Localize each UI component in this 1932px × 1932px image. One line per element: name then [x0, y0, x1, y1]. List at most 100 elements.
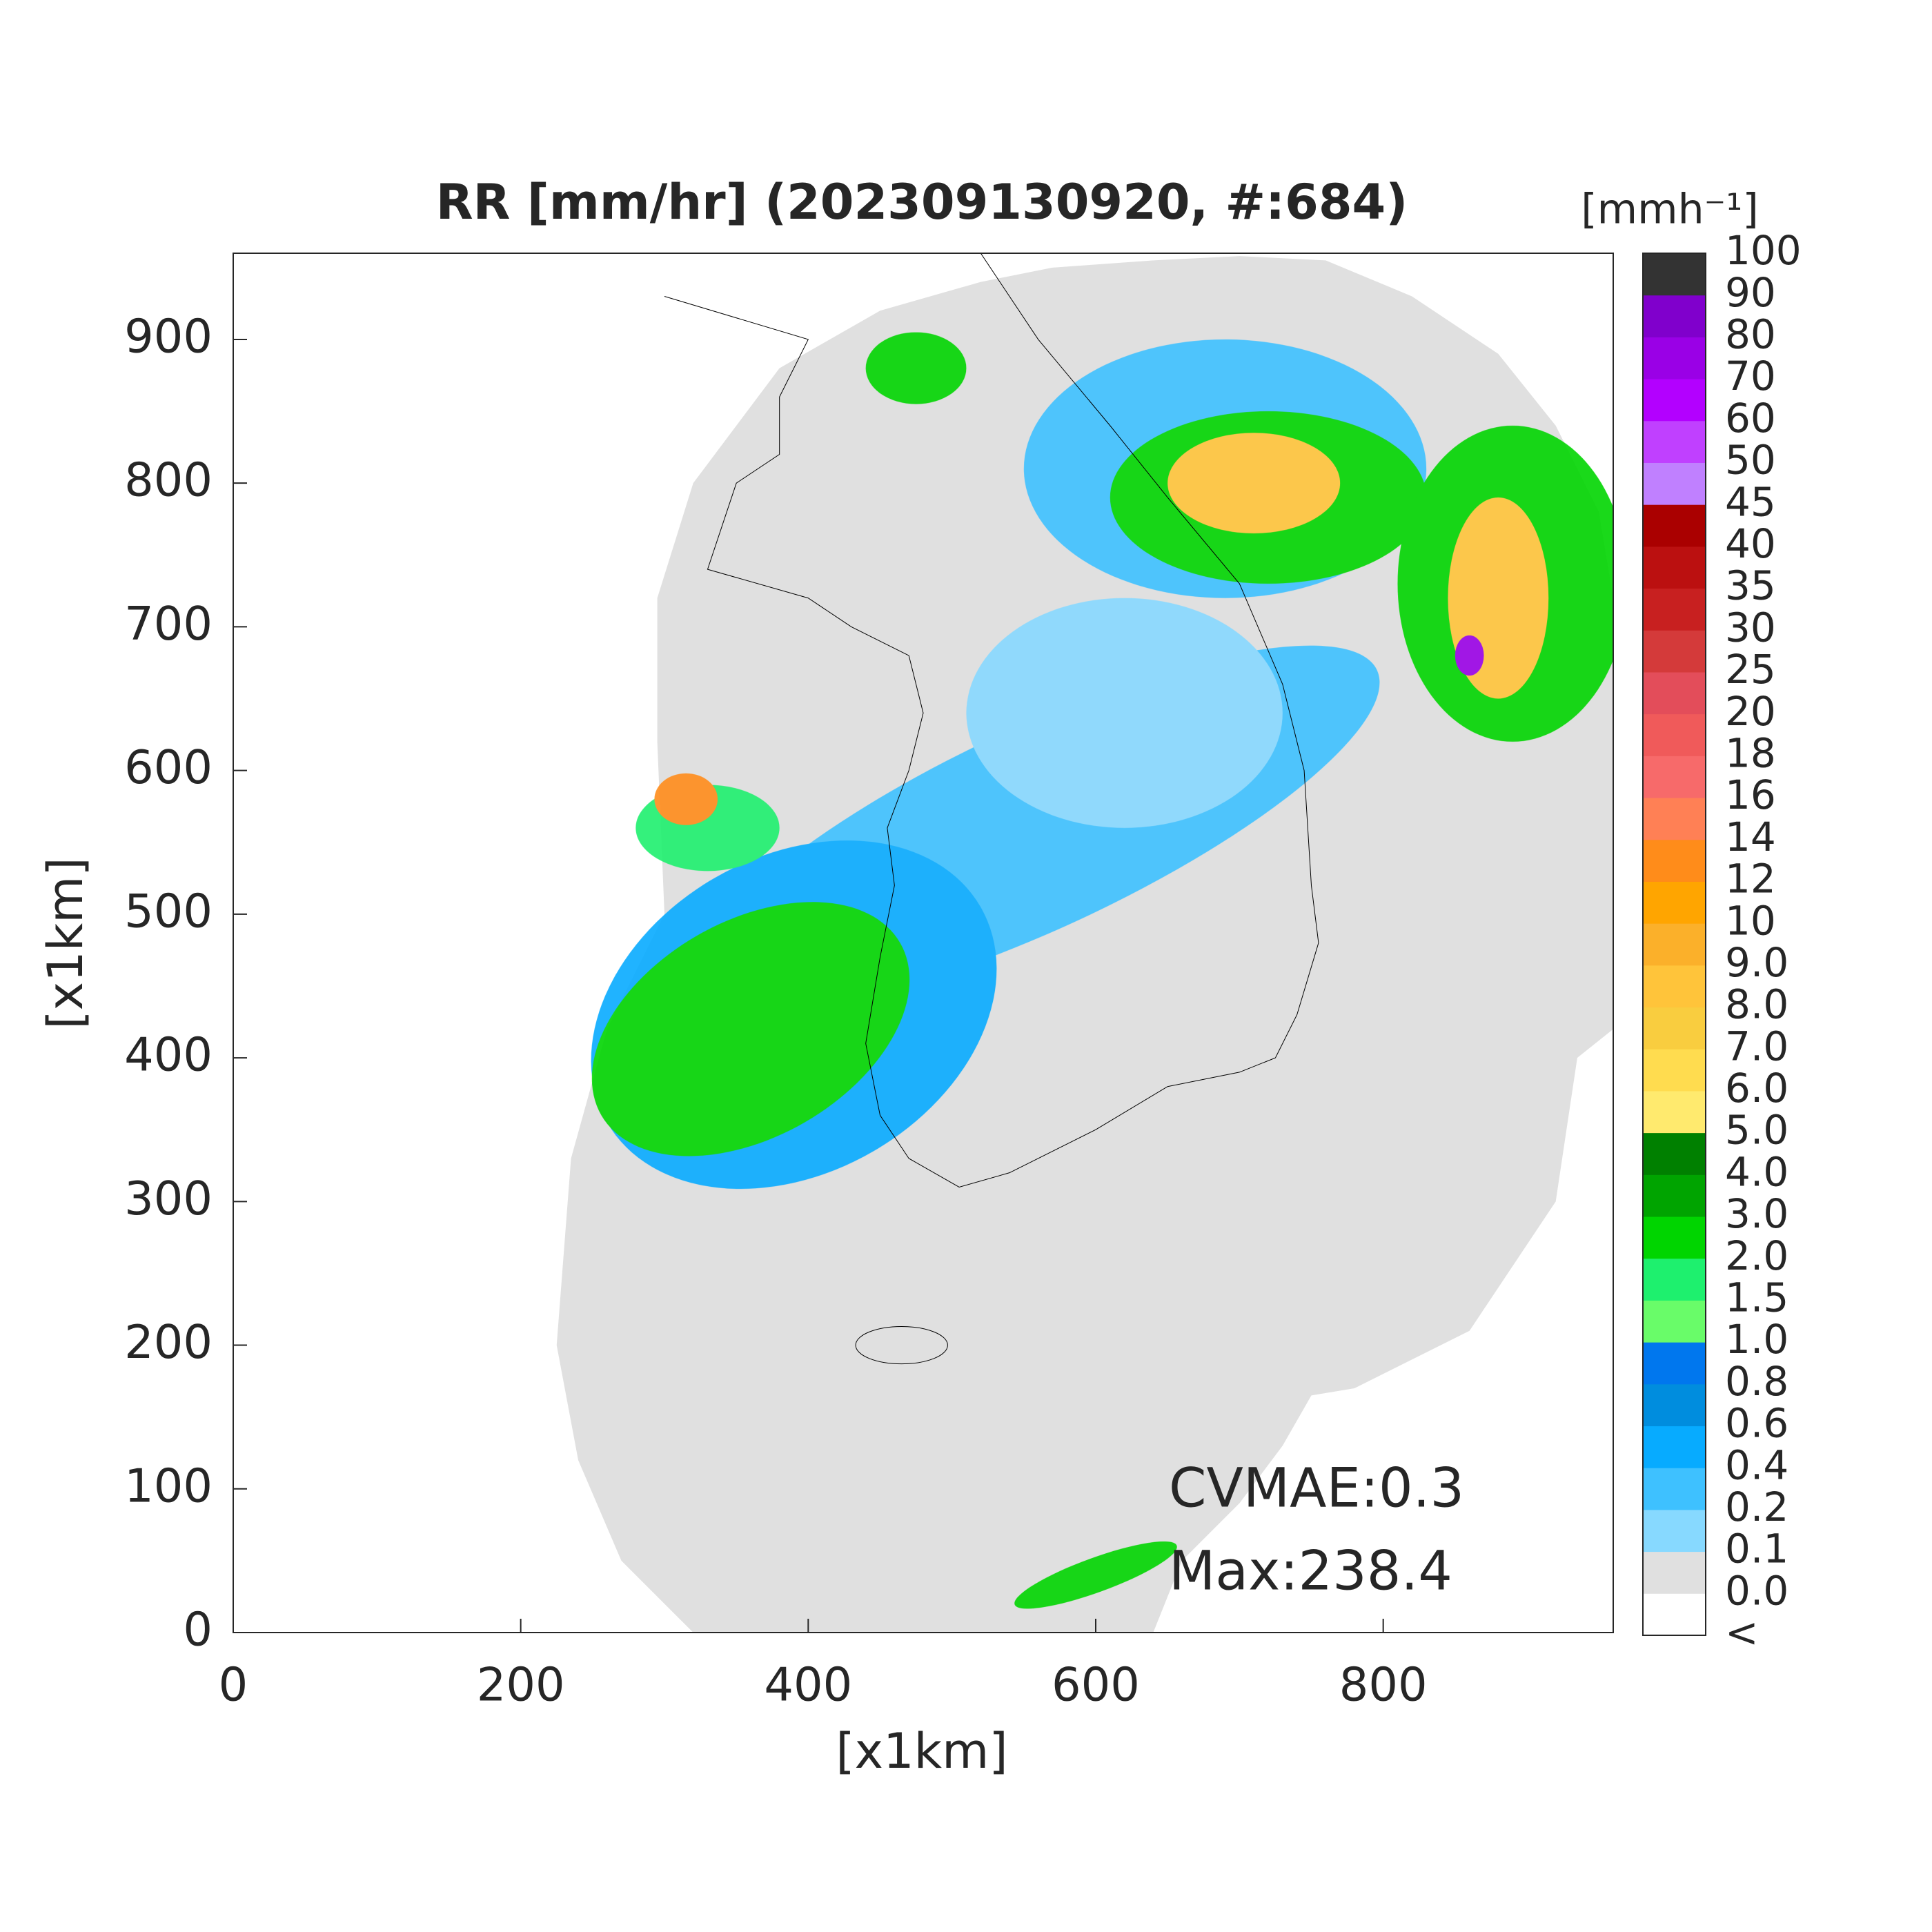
colorbar-segment [1643, 462, 1706, 505]
colorbar-segment [1643, 1132, 1706, 1175]
y-tick-label: 200 [124, 1315, 213, 1369]
y-tick-label: 500 [124, 884, 213, 938]
colorbar-segment [1643, 1007, 1706, 1049]
colorbar-segment [1643, 756, 1706, 798]
colorbar: <0.00.10.20.40.60.81.01.52.03.04.05.06.0… [1642, 227, 1802, 1656]
y-tick-label: 700 [124, 597, 213, 651]
colorbar-tick-label: 40 [1725, 520, 1776, 567]
colorbar-frame [1642, 253, 1706, 1636]
rain-area [591, 902, 910, 1156]
colorbar-segment [1643, 713, 1706, 756]
colorbar-tick-label: 7.0 [1725, 1023, 1788, 1070]
colorbar-tick-label: 12 [1725, 856, 1776, 903]
colorbar-segment [1643, 839, 1706, 882]
x-tick-label: 800 [1339, 1658, 1428, 1712]
colorbar-segment [1643, 1468, 1706, 1510]
colorbar-tick-label: 9.0 [1725, 939, 1788, 986]
axes-frame [233, 253, 1614, 1633]
colorbar-tick-label: 50 [1725, 437, 1776, 484]
colorbar-segment [1643, 1300, 1706, 1343]
colorbar-tick-label: 16 [1725, 771, 1776, 818]
colorbar-tick-label: 1.5 [1725, 1274, 1788, 1321]
colorbar-segment [1643, 1551, 1706, 1594]
y-tick-label: 600 [124, 740, 213, 794]
colorbar-segment [1643, 1426, 1706, 1468]
y-tick-label: 900 [124, 309, 213, 363]
colorbar-tick-label: 70 [1725, 353, 1776, 400]
colorbar-segment [1643, 671, 1706, 715]
colorbar-segment [1643, 965, 1706, 1008]
y-tick-label: 400 [124, 1028, 213, 1082]
colorbar-tick-label: < [1725, 1609, 1759, 1656]
colorbar-tick-label: 0.1 [1725, 1526, 1788, 1573]
colorbar-tick-label: 60 [1725, 395, 1776, 442]
rain-area [865, 332, 967, 404]
colorbar-segment [1643, 295, 1706, 337]
colorbar-segment [1643, 1174, 1706, 1217]
x-axis-label: [x1km] [836, 1723, 1007, 1780]
colorbar-tick-label: 100 [1725, 227, 1802, 274]
ticks: 0 200 400 600 800 0 100 200 300 400 500 600 700 800 90… [124, 309, 1428, 1711]
y-tick-label: 800 [124, 453, 213, 507]
colorbar-segment [1643, 1509, 1706, 1552]
colorbar-tick-label: 4.0 [1725, 1148, 1788, 1195]
colorbar-tick-label: 10 [1725, 897, 1776, 944]
colorbar-tick-label: 35 [1725, 562, 1776, 609]
colorbar-tick-label: 1.0 [1725, 1316, 1788, 1363]
colorbar-tick-label: 45 [1725, 478, 1776, 525]
colorbar-segment [1643, 798, 1706, 840]
radar-coverage [556, 256, 1613, 1633]
chart-title: RR [mm/hr] (202309130920, #:684) [436, 174, 1408, 230]
colorbar-segment [1643, 546, 1706, 589]
colorbar-segment [1643, 1090, 1706, 1134]
colorbar-segment [1643, 420, 1706, 463]
colorbar-tick-label: 0.2 [1725, 1483, 1788, 1530]
x-tick-label: 0 [219, 1658, 248, 1712]
colorbar-tick-label: 14 [1725, 814, 1776, 860]
colorbar-tick-label: 2.0 [1725, 1232, 1788, 1279]
colorbar-tick-label: 0.4 [1725, 1441, 1788, 1488]
colorbar-segment [1643, 1342, 1706, 1385]
x-tick-label: 200 [477, 1658, 565, 1712]
rain-area [1455, 635, 1484, 676]
colorbar-tick-label: 0.8 [1725, 1358, 1788, 1405]
colorbar-tick-label: 20 [1725, 688, 1776, 735]
colorbar-tick-label: 25 [1725, 646, 1776, 693]
colorbar-segment [1643, 881, 1706, 924]
colorbar-tick-label: 80 [1725, 311, 1776, 358]
precipitation [591, 332, 1613, 1609]
colorbar-tick-label: 30 [1725, 604, 1776, 651]
x-tick-label: 400 [764, 1658, 852, 1712]
annotation: Max:238.4 [1169, 1540, 1452, 1602]
colorbar-tick-label: 0.0 [1725, 1567, 1788, 1614]
colorbar-segment [1643, 1593, 1706, 1636]
colorbar-segment [1643, 379, 1706, 422]
colorbar-segment [1643, 337, 1706, 379]
colorbar-segment [1643, 588, 1706, 631]
map-layer [556, 253, 1613, 1633]
colorbar-segment [1643, 1258, 1706, 1301]
rain-area [1167, 433, 1341, 534]
colorbar-label: [mmh⁻¹] [1581, 186, 1758, 234]
colorbar-segment [1643, 630, 1706, 673]
y-axis-label: [x1km] [37, 857, 94, 1029]
y-tick-label: 0 [183, 1603, 213, 1657]
rain-area [1014, 1541, 1177, 1609]
colorbar-tick-label: 6.0 [1725, 1065, 1788, 1112]
rain-area [966, 598, 1283, 828]
colorbar-tick-label: 5.0 [1725, 1107, 1788, 1154]
colorbar-tick-label: 18 [1725, 729, 1776, 776]
map-km-frame [556, 253, 1613, 1633]
colorbar-tick-label: 8.0 [1725, 981, 1788, 1028]
x-tick-label: 600 [1052, 1658, 1140, 1712]
colorbar-segment [1643, 253, 1706, 296]
annotation: CVMAE:0.3 [1169, 1457, 1464, 1519]
y-tick-label: 100 [124, 1459, 213, 1512]
rain-area [654, 773, 718, 825]
colorbar-segment [1643, 1049, 1706, 1092]
coastline [664, 253, 1319, 1364]
colorbar-tick-label: 3.0 [1725, 1190, 1788, 1237]
colorbar-tick-label: 0.6 [1725, 1400, 1788, 1447]
colorbar-segment [1643, 1216, 1706, 1259]
